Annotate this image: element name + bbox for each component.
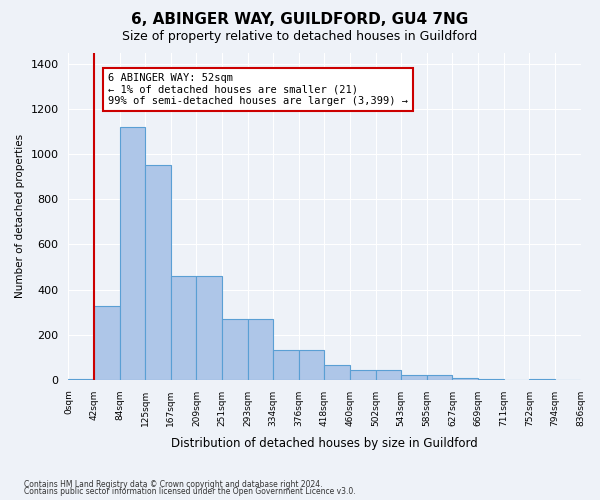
Bar [350,370,376,380]
Text: 6 ABINGER WAY: 52sqm
← 1% of detached houses are smaller (21)
99% of semi-detach: 6 ABINGER WAY: 52sqm ← 1% of detached ho… [108,73,408,106]
Bar [94,306,119,380]
Bar [171,276,196,380]
Bar [401,376,427,380]
Text: Contains HM Land Registry data © Crown copyright and database right 2024.: Contains HM Land Registry data © Crown c… [24,480,323,489]
Bar [119,127,145,380]
Text: 6, ABINGER WAY, GUILDFORD, GU4 7NG: 6, ABINGER WAY, GUILDFORD, GU4 7NG [131,12,469,28]
Bar [478,378,503,380]
Bar [299,350,325,380]
Bar [222,319,248,380]
Bar [196,276,222,380]
Bar [529,378,555,380]
Bar [376,370,401,380]
Bar [248,319,273,380]
Bar [325,365,350,380]
Bar [427,376,452,380]
Text: Contains public sector information licensed under the Open Government Licence v3: Contains public sector information licen… [24,488,356,496]
Bar [452,378,478,380]
Bar [273,350,299,380]
Text: Size of property relative to detached houses in Guildford: Size of property relative to detached ho… [122,30,478,43]
Y-axis label: Number of detached properties: Number of detached properties [15,134,25,298]
Bar [145,166,171,380]
X-axis label: Distribution of detached houses by size in Guildford: Distribution of detached houses by size … [171,437,478,450]
Bar [68,378,94,380]
